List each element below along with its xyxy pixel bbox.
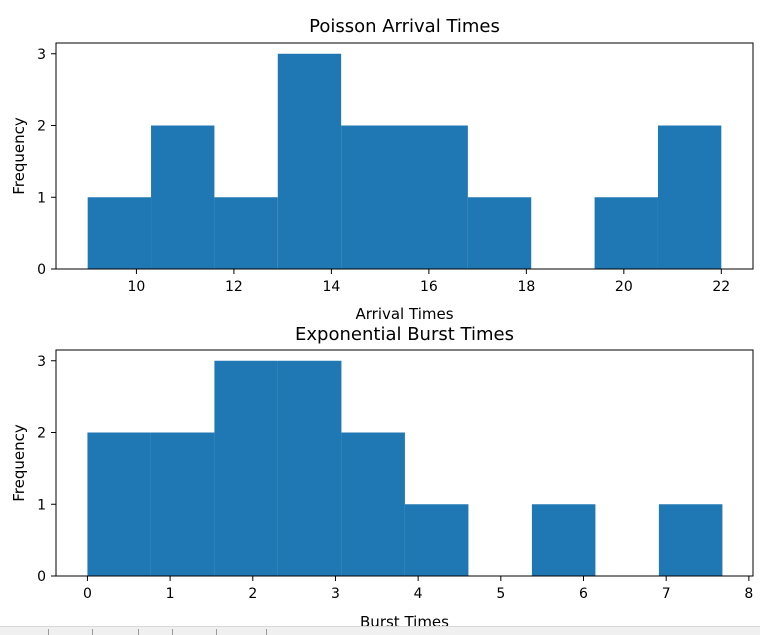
x-tick-label: 22 xyxy=(712,279,730,295)
histogram-bar xyxy=(87,197,152,269)
y-tick-label: 1 xyxy=(37,497,46,513)
axes-frame xyxy=(55,42,754,270)
toolbar-divider xyxy=(48,629,49,635)
toolbar-divider xyxy=(172,629,173,635)
x-tick-label: 0 xyxy=(83,586,92,602)
histogram-bar xyxy=(657,125,722,269)
x-tick-label: 16 xyxy=(420,279,438,295)
histogram-bar xyxy=(594,197,658,269)
chart-title: Exponential Burst Times xyxy=(295,324,514,345)
histogram-bar xyxy=(531,504,596,576)
histogram-bar xyxy=(341,125,405,269)
y-tick-label: 3 xyxy=(37,47,46,63)
histogram-bar xyxy=(214,360,278,576)
x-tick-label: 2 xyxy=(248,586,257,602)
y-tick-label: 3 xyxy=(37,354,46,370)
toolbar-divider xyxy=(216,629,217,635)
y-tick-label: 0 xyxy=(37,569,46,585)
histogram-bar xyxy=(151,125,215,269)
y-axis-label: Frequency xyxy=(10,117,28,195)
x-tick-label: 10 xyxy=(128,279,146,295)
histogram-bar xyxy=(404,504,469,576)
x-tick-label: 8 xyxy=(744,586,753,602)
x-tick-label: 1 xyxy=(166,586,175,602)
axes-frame xyxy=(55,349,754,577)
histogram-bar xyxy=(150,432,215,576)
x-tick-label: 7 xyxy=(662,586,671,602)
figure-toolbar-strip xyxy=(0,626,760,635)
histogram-bar xyxy=(658,504,723,576)
toolbar-divider xyxy=(266,629,267,635)
x-tick-label: 20 xyxy=(615,279,633,295)
x-tick-label: 18 xyxy=(517,279,535,295)
x-tick-label: 5 xyxy=(496,586,505,602)
histogram-bar xyxy=(87,432,151,576)
toolbar-divider xyxy=(92,629,93,635)
x-tick-label: 4 xyxy=(414,586,423,602)
y-axis-label: Frequency xyxy=(10,424,28,502)
x-tick-label: 14 xyxy=(322,279,340,295)
y-tick-label: 1 xyxy=(37,190,46,206)
histogram-bar xyxy=(277,360,342,576)
x-tick-label: 6 xyxy=(579,586,588,602)
x-axis-label: Arrival Times xyxy=(355,305,453,323)
x-tick-label: 3 xyxy=(331,586,340,602)
y-tick-label: 2 xyxy=(37,119,46,135)
histogram-bar xyxy=(467,197,532,269)
y-tick-label: 0 xyxy=(37,262,46,278)
x-tick-label: 12 xyxy=(225,279,243,295)
y-tick-label: 2 xyxy=(37,426,46,442)
histogram-bar xyxy=(341,432,405,576)
chart-title: Poisson Arrival Times xyxy=(309,16,500,37)
toolbar-divider xyxy=(138,629,139,635)
histogram-bar xyxy=(277,53,342,270)
histogram-bar xyxy=(214,197,278,269)
histogram-bar xyxy=(404,125,468,269)
